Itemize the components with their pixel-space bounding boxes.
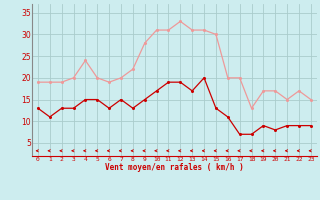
X-axis label: Vent moyen/en rafales ( km/h ): Vent moyen/en rafales ( km/h ) <box>105 163 244 172</box>
